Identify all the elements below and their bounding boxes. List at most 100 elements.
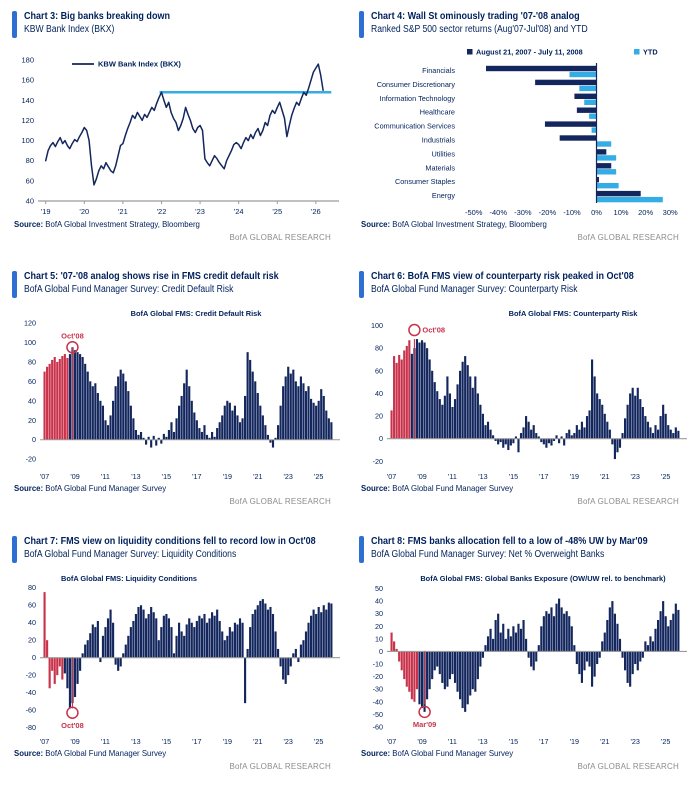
svg-text:20: 20: [375, 622, 383, 631]
svg-text:'15: '15: [509, 472, 518, 481]
chart-title: Chart 6: BofA FMS view of counterparty r…: [371, 270, 634, 282]
chart-subtitle: BofA Global Fund Manager Survey: Counter…: [371, 283, 578, 295]
svg-text:120: 120: [24, 318, 36, 327]
svg-text:-40: -40: [26, 688, 36, 697]
liquidity-conditions-chart: 80 60 40 20 0 -20 -40 -60 -80 '07 '09 '11 '13 '15 '17 '…: [26, 574, 340, 746]
svg-text:'23: '23: [284, 472, 293, 481]
svg-text:80: 80: [26, 156, 34, 165]
svg-text:-50%: -50%: [465, 208, 483, 217]
svg-text:10%: 10%: [614, 208, 629, 217]
svg-text:'13: '13: [131, 737, 140, 746]
svg-text:140: 140: [21, 96, 34, 105]
svg-text:0%: 0%: [591, 208, 602, 217]
svg-text:100: 100: [371, 321, 383, 330]
accent-bar: [359, 271, 364, 298]
research-watermark: BofA GLOBAL RESEARCH: [229, 497, 331, 506]
svg-text:80: 80: [375, 344, 383, 353]
accent-bar: [359, 536, 364, 563]
svg-text:20: 20: [28, 636, 36, 645]
svg-text:-60: -60: [373, 722, 383, 731]
svg-text:BofA Global FMS: Counterparty: BofA Global FMS: Counterparty Risk: [509, 309, 639, 318]
svg-text:'11: '11: [101, 737, 110, 746]
svg-text:60: 60: [28, 601, 36, 610]
svg-text:'17: '17: [539, 737, 548, 746]
svg-text:-40: -40: [373, 697, 383, 706]
svg-text:40: 40: [26, 197, 34, 206]
research-watermark: BofA GLOBAL RESEARCH: [577, 497, 679, 506]
chart-7-panel: Chart 7: FMS view on liquidity condition…: [0, 525, 347, 787]
svg-text:'07: '07: [40, 737, 49, 746]
accent-bar: [359, 11, 364, 38]
svg-text:-40%: -40%: [490, 208, 508, 217]
chart-6-panel: Chart 6: BofA FMS view of counterparty r…: [347, 260, 695, 525]
svg-text:'25: '25: [661, 472, 670, 481]
svg-text:August 21, 2007 - July 11, 200: August 21, 2007 - July 11, 2008: [476, 48, 583, 57]
svg-text:180: 180: [21, 56, 34, 65]
svg-text:30: 30: [375, 609, 383, 618]
svg-text:Oct'08: Oct'08: [422, 326, 445, 335]
accent-bar: [12, 271, 17, 298]
svg-text:-20: -20: [373, 672, 383, 681]
svg-text:Information Technology: Information Technology: [380, 94, 456, 103]
banks-allocation-chart: 50 40 30 20 10 0 -10 -20 -30 -40 -50 -60 '07 '09 '11 '1…: [373, 574, 687, 746]
svg-text:Financials: Financials: [422, 66, 455, 75]
svg-text:'15: '15: [509, 737, 518, 746]
chart-title: Chart 8: FMS banks allocation fell to a …: [371, 535, 648, 547]
svg-text:'21: '21: [600, 737, 609, 746]
sector-returns-bar-chart: Financials Consumer Discretionary Informat…: [374, 48, 678, 218]
svg-text:20%: 20%: [638, 208, 653, 217]
chart-title: Chart 4: Wall St ominously trading '07-'…: [371, 10, 580, 22]
svg-text:'17: '17: [192, 472, 201, 481]
svg-text:-80: -80: [26, 723, 36, 732]
svg-text:Utilities: Utilities: [431, 149, 455, 158]
svg-text:'19: '19: [223, 737, 232, 746]
research-watermark: BofA GLOBAL RESEARCH: [577, 233, 679, 242]
svg-text:0: 0: [32, 435, 36, 444]
svg-text:-20%: -20%: [539, 208, 557, 217]
svg-text:Industrials: Industrials: [422, 135, 456, 144]
svg-text:30%: 30%: [663, 208, 678, 217]
svg-text:-20: -20: [26, 455, 36, 464]
svg-text:'22: '22: [157, 207, 167, 216]
svg-text:'23: '23: [631, 472, 640, 481]
credit-default-risk-chart: 120 100 80 60 40 20 0 -20 '07 '09 '11 '13 '15 '17 '19 '…: [24, 309, 340, 481]
svg-text:'13: '13: [478, 737, 487, 746]
svg-text:'11: '11: [101, 472, 110, 481]
svg-text:Energy: Energy: [432, 191, 455, 200]
svg-text:'23: '23: [195, 207, 205, 216]
svg-text:80: 80: [28, 357, 36, 366]
svg-text:'11: '11: [448, 737, 457, 746]
svg-text:'25: '25: [661, 737, 670, 746]
svg-text:0: 0: [379, 647, 383, 656]
svg-text:Oct'08: Oct'08: [61, 331, 84, 340]
svg-text:60: 60: [375, 366, 383, 375]
svg-text:-60: -60: [26, 706, 36, 715]
svg-text:'17: '17: [539, 472, 548, 481]
svg-text:60: 60: [28, 377, 36, 386]
svg-text:40: 40: [375, 389, 383, 398]
svg-text:100: 100: [24, 338, 36, 347]
svg-text:'23: '23: [284, 737, 293, 746]
svg-text:'21: '21: [253, 737, 262, 746]
svg-text:'09: '09: [70, 737, 79, 746]
svg-text:-30: -30: [373, 685, 383, 694]
svg-text:'07: '07: [387, 472, 396, 481]
svg-text:'13: '13: [131, 472, 140, 481]
chart-3-panel: Chart 3: Big banks breaking down KBW Ban…: [0, 0, 347, 260]
svg-text:'19: '19: [41, 207, 51, 216]
svg-text:-10%: -10%: [563, 208, 581, 217]
svg-text:Materials: Materials: [425, 163, 455, 172]
svg-text:'21: '21: [253, 472, 262, 481]
svg-text:50: 50: [375, 584, 383, 593]
svg-text:'09: '09: [417, 472, 426, 481]
svg-text:Communication Services: Communication Services: [374, 122, 455, 131]
chart-6-header: Chart 6: BofA FMS view of counterparty r…: [359, 270, 691, 298]
svg-text:Consumer Discretionary: Consumer Discretionary: [377, 80, 456, 89]
chart-subtitle: KBW Bank Index (BKX): [24, 23, 115, 35]
chart-subtitle: Ranked S&P 500 sector returns (Aug'07-Ju…: [371, 23, 588, 35]
chart-title: Chart 3: Big banks breaking down: [24, 10, 171, 22]
svg-text:'24: '24: [234, 207, 244, 216]
svg-text:YTD: YTD: [643, 48, 658, 57]
svg-text:'09: '09: [70, 472, 79, 481]
chart-7-header: Chart 7: FMS view on liquidity condition…: [12, 535, 343, 563]
